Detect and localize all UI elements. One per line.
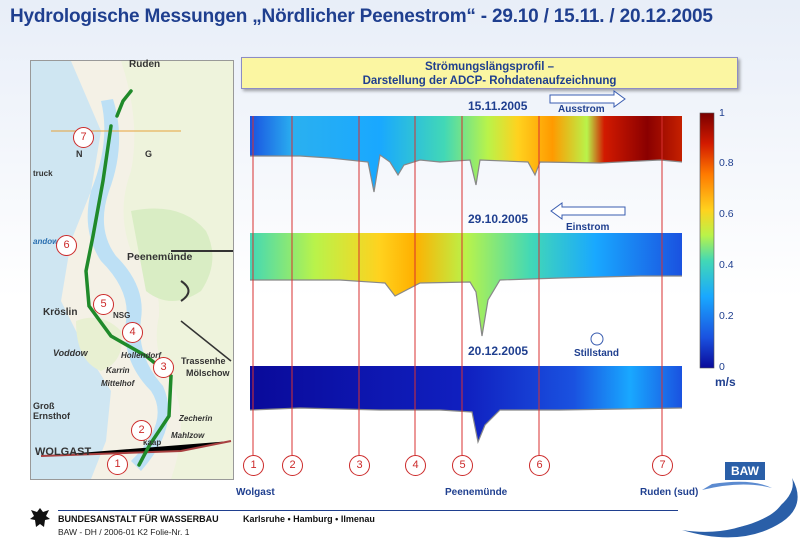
- profile-1-note: Ausstrom: [558, 104, 605, 115]
- map-place-n: N: [76, 149, 83, 159]
- map-graphic: [31, 61, 233, 479]
- map-place-katap: kaap: [143, 438, 162, 447]
- colorbar-unit: m/s: [715, 375, 736, 389]
- einstrom-arrow: [550, 202, 626, 220]
- station-place-peenemuende: Peenemünde: [445, 487, 508, 498]
- station-marker-1: 1: [243, 455, 264, 476]
- panel-title-line2: Darstellung der ADCP- Rohdatenaufzeichnu…: [362, 75, 617, 87]
- colorbar-tick-0.6: 0.6: [719, 208, 734, 220]
- map-station-5: 5: [93, 294, 114, 315]
- stillstand-circle: [590, 332, 604, 346]
- map-place-gross: Groß: [33, 401, 55, 411]
- map-place-trassenheide: Trassenhe: [181, 356, 226, 366]
- map-place-hollendorf: Hollendorf: [121, 351, 161, 360]
- baw-swoosh: [682, 478, 798, 538]
- profile-2-date: 29.10.2005: [468, 212, 529, 226]
- profile-1-band: [250, 116, 682, 192]
- station-marker-4: 4: [405, 455, 426, 476]
- map-station-2: 2: [131, 420, 152, 441]
- map-place-peenemuende: Peenemünde: [127, 251, 193, 263]
- map-place-moelschow: Mölschow: [186, 368, 230, 378]
- profile-1-bottom: [250, 153, 683, 193]
- map-place-mahlzow: Mahlzow: [171, 431, 205, 440]
- map-place-g: G: [145, 149, 153, 159]
- colorbar-tick-1: 1: [719, 107, 725, 119]
- station-marker-5: 5: [452, 455, 473, 476]
- profile-2-band: [250, 233, 682, 336]
- footer-cities: Karlsruhe • Hamburg • Ilmenau: [243, 514, 375, 524]
- map-place-kroeslin: Kröslin: [43, 307, 78, 318]
- colorbar-tick-0.8: 0.8: [719, 157, 734, 169]
- map-place-nsg: NSG: [113, 311, 131, 320]
- map-place-ernsthof: Ernsthof: [33, 411, 70, 421]
- map-place-zecherin: Zecherin: [179, 414, 213, 423]
- page-title: Hydrologische Messungen „Nördlicher Peen…: [10, 6, 713, 27]
- map-place-voddow: Voddow: [53, 348, 88, 358]
- station-marker-2: 2: [282, 455, 303, 476]
- footer-reference: BAW - DH / 2006-01 K2 Folie-Nr. 1: [58, 527, 190, 537]
- map-place-wolgast: WOLGAST: [35, 446, 92, 458]
- profile-1-date: 15.11.2005: [468, 99, 528, 113]
- station-marker-7: 7: [652, 455, 673, 476]
- station-marker-3: 3: [349, 455, 370, 476]
- map-station-7: 7: [73, 127, 94, 148]
- baw-logo-text: BAW: [725, 462, 765, 480]
- station-place-wolgast: Wolgast: [236, 487, 275, 498]
- profile-panel-header: Strömungslängsprofil – Darstellung der A…: [241, 57, 738, 89]
- station-place-ruden: Ruden (sud): [640, 487, 699, 498]
- map-place-truck: truck: [33, 169, 53, 178]
- footer-divider: [58, 510, 678, 511]
- colorbar-tick-0: 0: [719, 361, 725, 373]
- profile-3-band: [250, 366, 682, 442]
- eagle-emblem: [30, 508, 50, 527]
- map-station-6: 6: [56, 235, 77, 256]
- panel-title-line1: Strömungslängsprofil –: [424, 61, 555, 73]
- station-lines: [252, 116, 663, 455]
- colorbar-tick-0.4: 0.4: [719, 259, 734, 271]
- footer-organisation: BUNDESANSTALT FÜR WASSERBAU: [58, 514, 219, 524]
- map-station-1: 1: [107, 454, 128, 475]
- colorbar: [699, 112, 715, 369]
- map-place-karrin: Karrin: [106, 366, 130, 375]
- profile-3-bottom: [249, 407, 683, 445]
- map-station-3: 3: [153, 357, 174, 378]
- location-map: Ruden Peenemünde Kröslin WOLGAST Trassen…: [30, 59, 234, 480]
- profile-2-bottom: [250, 275, 682, 337]
- map-place-ruden: Ruden: [129, 59, 161, 70]
- station-marker-6: 6: [529, 455, 550, 476]
- map-place-mittelhof: Mittelhof: [101, 379, 135, 388]
- profile-2-note: Einstrom: [566, 222, 610, 233]
- profile-3-note: Stillstand: [574, 348, 620, 359]
- map-place-spandower: andower: [33, 237, 66, 246]
- colorbar-tick-0.2: 0.2: [719, 310, 734, 322]
- map-station-4: 4: [122, 322, 143, 343]
- profile-3-date: 20.12.2005: [468, 344, 529, 358]
